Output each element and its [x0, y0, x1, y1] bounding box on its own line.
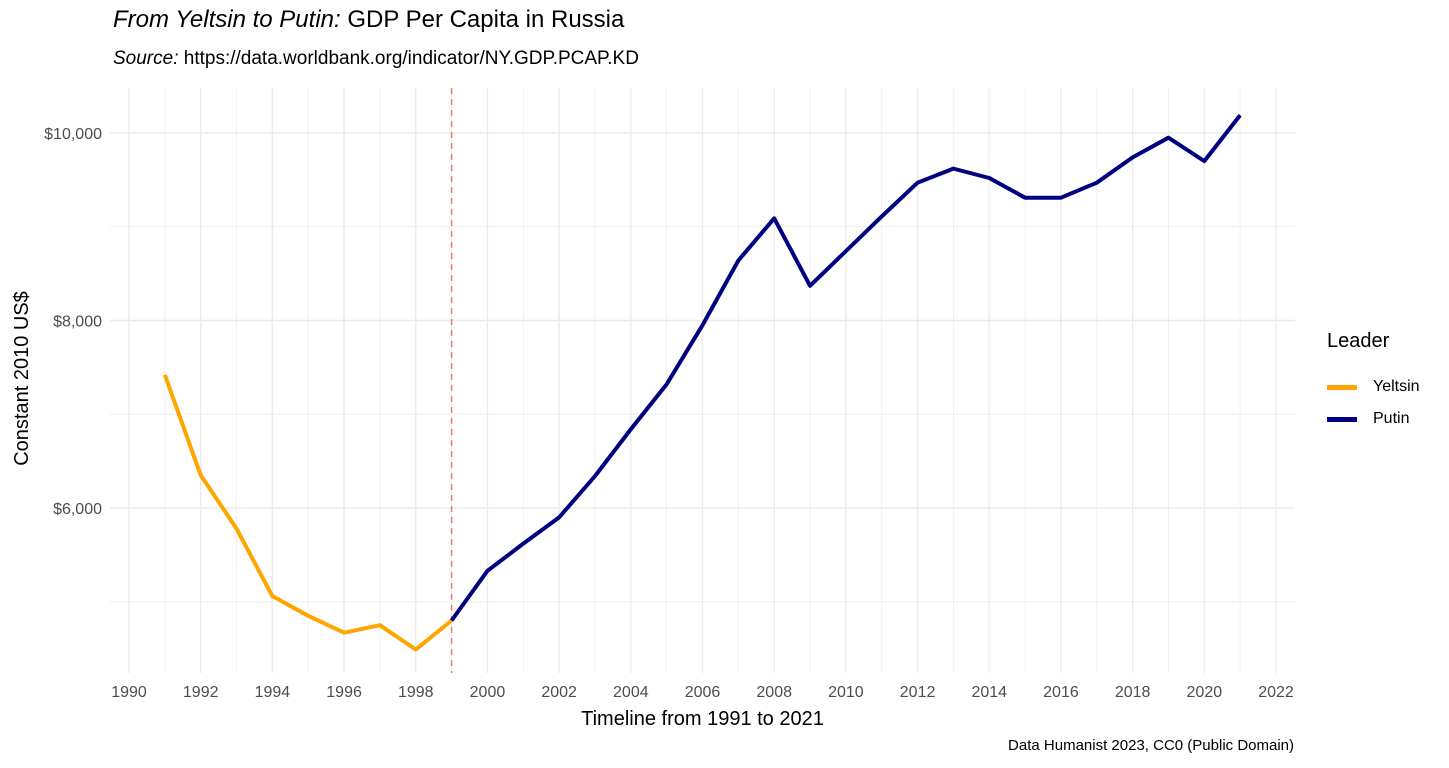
data-point-putin — [1059, 196, 1063, 200]
data-point-putin — [557, 515, 561, 519]
data-point-yeltsin — [235, 527, 239, 531]
data-point-putin — [485, 569, 489, 573]
data-point-putin — [1202, 159, 1206, 163]
data-point-putin — [916, 181, 920, 185]
data-point-putin — [701, 323, 705, 327]
legend-label-yeltsin: Yeltsin — [1373, 378, 1420, 395]
x-tick-label: 1996 — [326, 684, 362, 701]
x-tick-label: 1992 — [183, 684, 219, 701]
x-axis-title: Timeline from 1991 to 2021 — [581, 708, 824, 730]
data-point-putin — [1166, 136, 1170, 140]
data-point-putin — [593, 474, 597, 478]
data-point-putin — [1131, 155, 1135, 159]
data-point-putin — [521, 542, 525, 546]
x-tick-label: 2022 — [1258, 684, 1294, 701]
x-tick-label: 2010 — [828, 684, 864, 701]
data-point-yeltsin — [342, 631, 346, 635]
caption: Data Humanist 2023, CC0 (Public Domain) — [1008, 737, 1294, 754]
data-point-yeltsin — [378, 623, 382, 627]
data-point-putin — [1023, 196, 1027, 200]
y-tick-label: $8,000 — [53, 314, 102, 331]
x-tick-label: 2006 — [685, 684, 721, 701]
legend-swatch-putin — [1327, 416, 1357, 422]
chart-title: From Yeltsin to Putin: GDP Per Capita in… — [113, 6, 625, 33]
x-tick-label: 2020 — [1187, 684, 1223, 701]
data-point-putin — [665, 382, 669, 386]
series-line-putin — [449, 113, 1242, 622]
data-point-yeltsin — [414, 648, 418, 652]
data-point-yeltsin — [270, 594, 274, 598]
x-tick-label: 2012 — [900, 684, 936, 701]
legend: Leader Yeltsin Putin — [1327, 330, 1420, 435]
legend-swatch-yeltsin — [1327, 384, 1357, 390]
data-point-putin — [629, 427, 633, 431]
data-point-yeltsin — [199, 473, 203, 477]
legend-label-putin: Putin — [1373, 410, 1410, 427]
x-tick-label: 2016 — [1043, 684, 1079, 701]
data-point-putin — [880, 214, 884, 218]
data-point-putin — [1095, 181, 1099, 185]
data-point-yeltsin — [163, 373, 167, 377]
x-tick-label: 2002 — [541, 684, 577, 701]
legend-title: Leader — [1327, 330, 1390, 352]
data-point-putin — [987, 176, 991, 180]
series-line-yeltsin — [162, 374, 453, 652]
x-tick-label: 1994 — [255, 684, 291, 701]
data-point-putin — [808, 284, 812, 288]
data-point-putin — [844, 249, 848, 253]
x-tick-label: 2014 — [971, 684, 1007, 701]
data-point-putin — [736, 259, 740, 263]
data-point-putin — [1238, 113, 1242, 117]
data-point-putin — [772, 216, 776, 220]
x-tick-label: 2004 — [613, 684, 649, 701]
grid — [110, 88, 1295, 673]
x-tick-label: 1990 — [111, 684, 147, 701]
y-tick-label: $10,000 — [44, 126, 102, 143]
data-point-putin — [951, 167, 955, 171]
y-axis-title: Constant 2010 US$ — [11, 291, 33, 466]
chart-subtitle: Source: https://data.worldbank.org/indic… — [113, 48, 639, 69]
x-tick-label: 2018 — [1115, 684, 1151, 701]
x-tick-label: 2008 — [756, 684, 792, 701]
legend-item-putin: Putin — [1327, 403, 1420, 435]
y-tick-label: $6,000 — [53, 501, 102, 518]
x-tick-label: 1998 — [398, 684, 434, 701]
data-point-yeltsin — [306, 614, 310, 618]
data-point-putin — [450, 619, 454, 623]
legend-item-yeltsin: Yeltsin — [1327, 371, 1420, 403]
x-tick-label: 2000 — [470, 684, 506, 701]
